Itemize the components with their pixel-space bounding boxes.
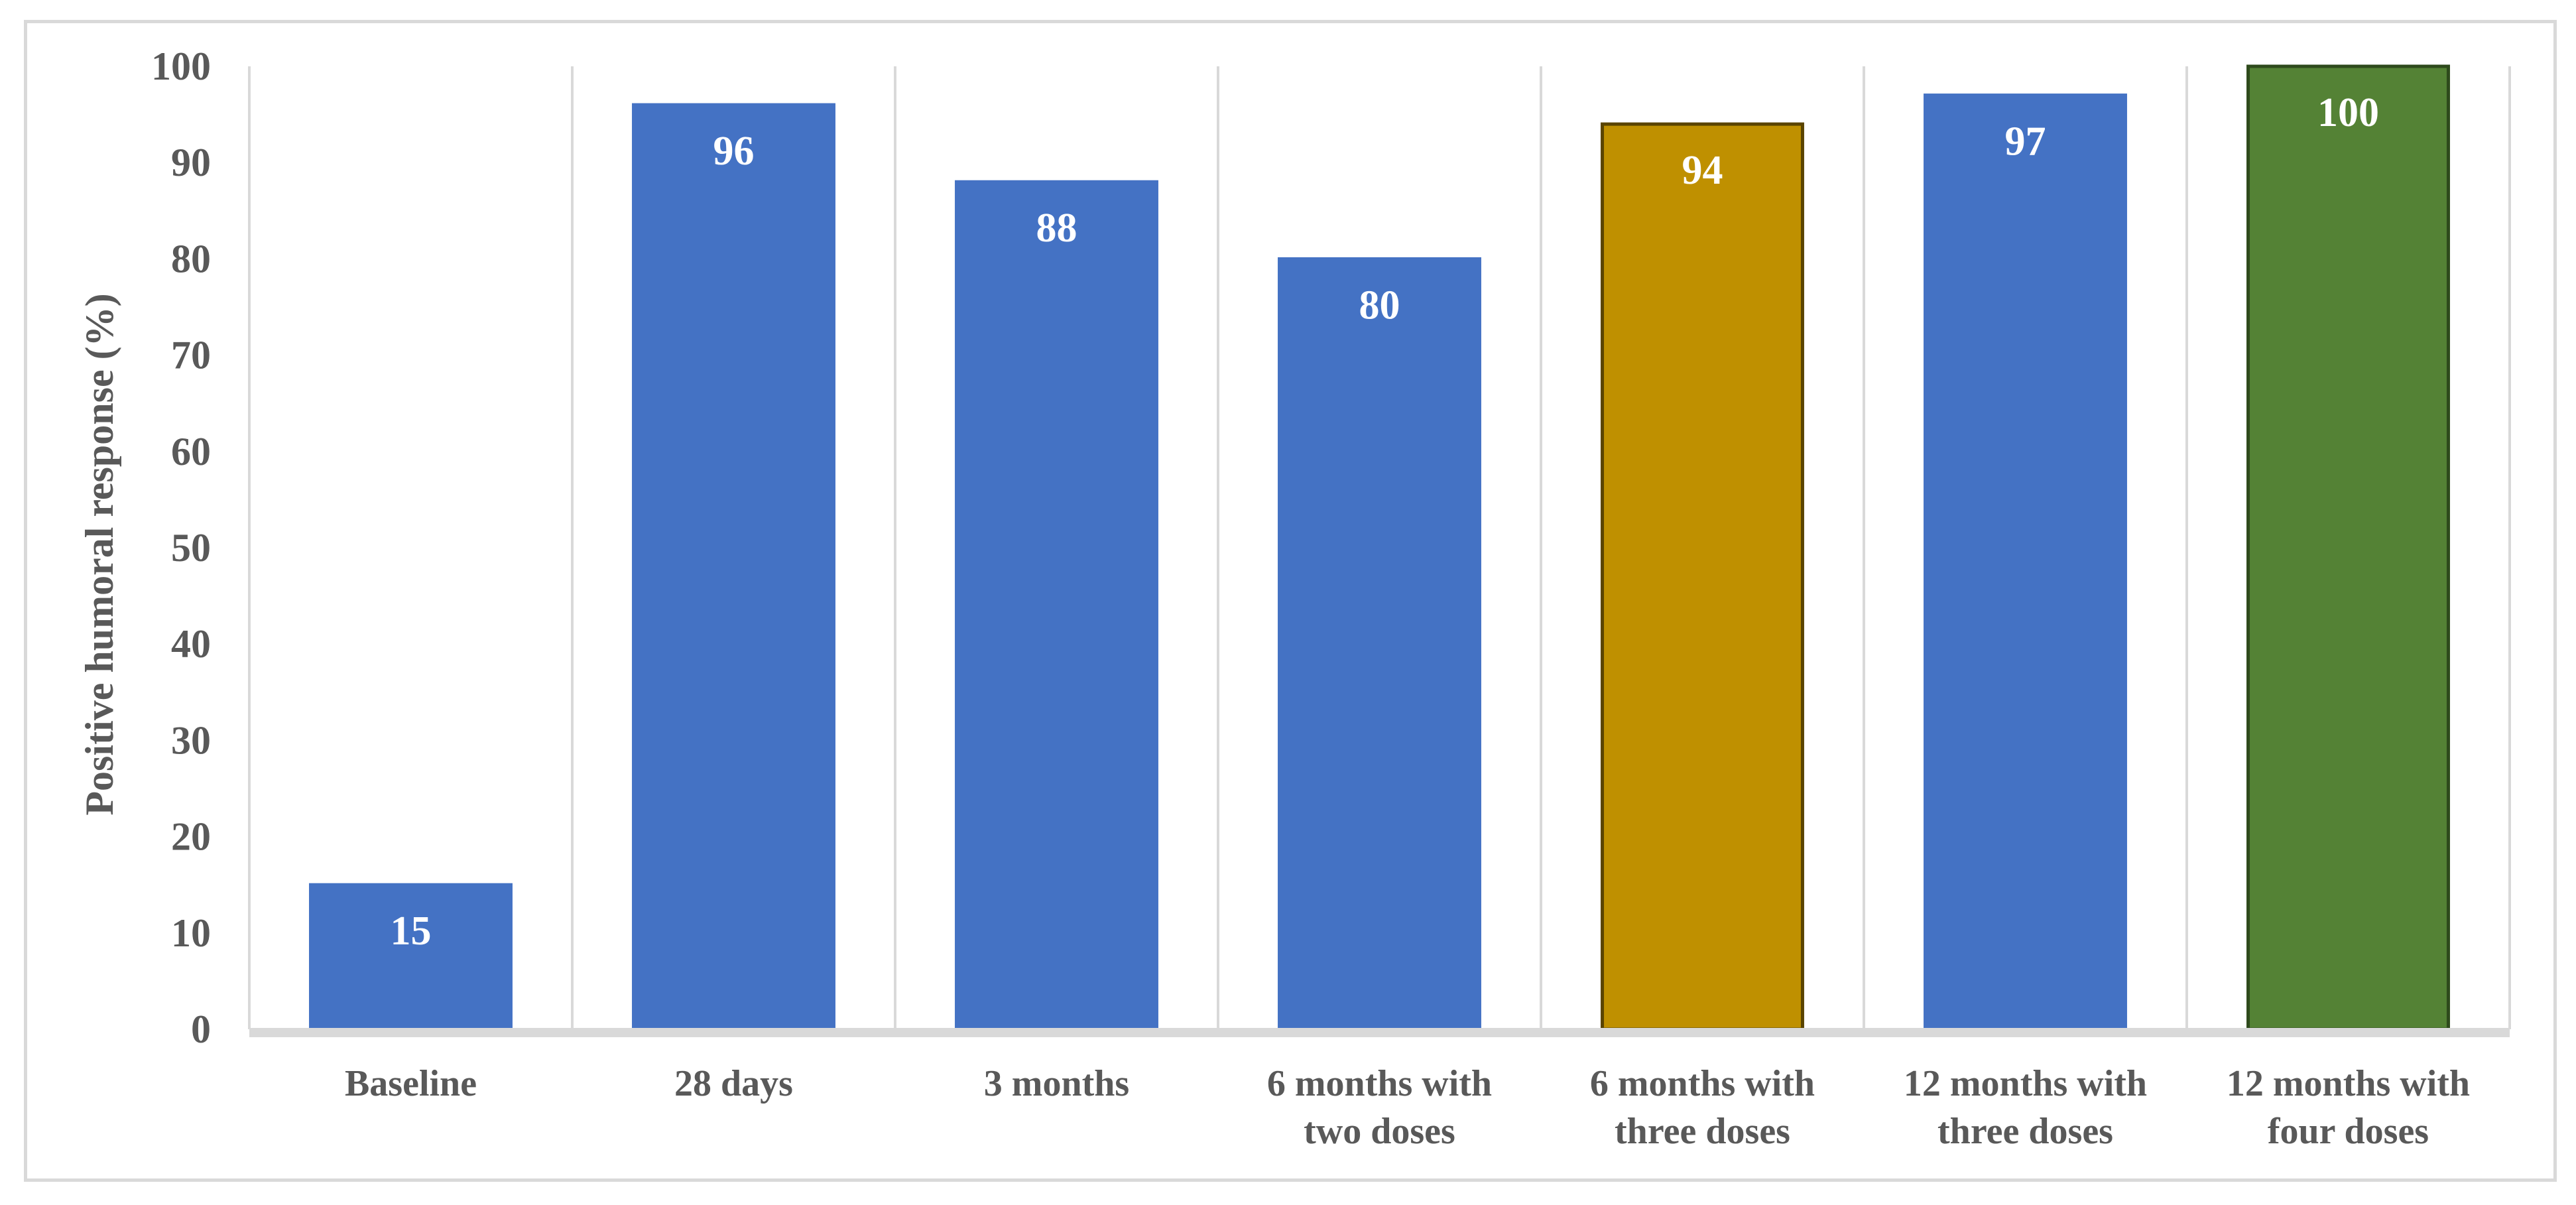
bar xyxy=(1924,94,2127,1031)
bar xyxy=(632,103,835,1031)
bar xyxy=(955,180,1158,1031)
x-tick-label: Baseline xyxy=(345,1063,477,1104)
y-tick-label: 50 xyxy=(171,526,211,570)
y-tick-label: 20 xyxy=(171,815,211,859)
bar xyxy=(309,883,513,1031)
y-tick-label: 0 xyxy=(191,1007,211,1051)
data-label: 100 xyxy=(2317,90,2379,135)
x-tick-label: 6 months with xyxy=(1590,1063,1815,1104)
x-tick-label: three doses xyxy=(1615,1111,1790,1152)
data-label: 97 xyxy=(2005,119,2046,164)
bar xyxy=(2246,64,2450,1031)
data-label: 80 xyxy=(1359,283,1400,328)
y-tick-label: 100 xyxy=(151,44,211,88)
bar xyxy=(1601,122,1804,1031)
y-tick-label: 70 xyxy=(171,334,211,377)
x-tick-label: four doses xyxy=(2268,1111,2429,1152)
data-label: 96 xyxy=(713,129,755,174)
data-label: 94 xyxy=(1682,148,1723,193)
y-tick-label: 60 xyxy=(171,430,211,474)
data-label: 88 xyxy=(1036,206,1077,251)
x-tick-label: three doses xyxy=(1937,1111,2113,1152)
bar xyxy=(1278,257,1481,1031)
y-tick-label: 90 xyxy=(171,141,211,184)
x-tick-label: 12 months with xyxy=(1904,1063,2147,1104)
x-tick-label: 6 months with xyxy=(1267,1063,1492,1104)
x-tick-label: two doses xyxy=(1304,1111,1455,1152)
data-label: 15 xyxy=(391,909,432,954)
x-tick-label: 28 days xyxy=(674,1063,793,1104)
y-tick-label: 30 xyxy=(171,718,211,762)
y-tick-label: 10 xyxy=(171,911,211,955)
y-tick-label: 40 xyxy=(171,622,211,666)
x-tick-label: 3 months xyxy=(984,1063,1129,1104)
y-axis-title: Positive humoral response (%) xyxy=(78,293,121,815)
x-tick-label: 12 months with xyxy=(2227,1063,2470,1104)
y-tick-label: 80 xyxy=(171,237,211,281)
